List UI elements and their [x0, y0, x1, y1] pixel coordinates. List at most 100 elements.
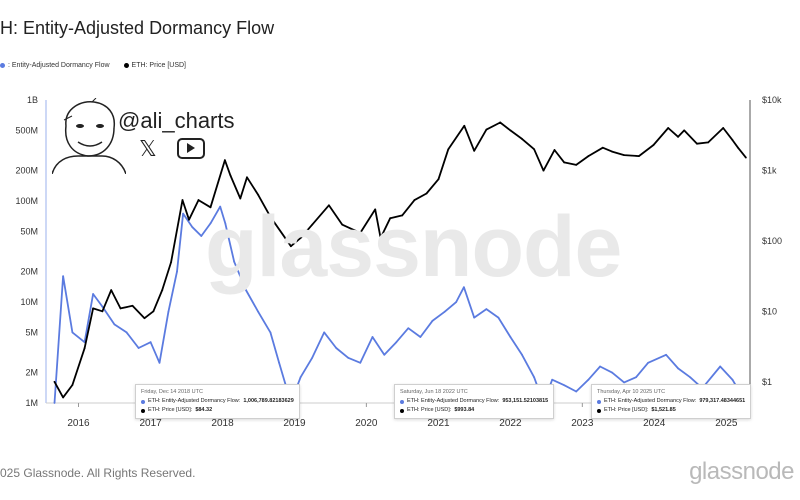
data-point-price: [389, 217, 392, 220]
data-point-dormancy: [149, 341, 152, 344]
data-point-dormancy: [125, 331, 128, 334]
data-point-price: [425, 192, 428, 195]
tooltip-value: $993.84: [454, 407, 475, 413]
legend-label-price: ETH: Price [USD]: [131, 62, 186, 69]
legend-item-price[interactable]: ETH: Price [USD]: [123, 62, 186, 69]
data-point-price: [119, 307, 122, 310]
data-point-dormancy: [509, 336, 512, 338]
data-point-price: [587, 155, 590, 157]
data-point-price: [101, 310, 104, 313]
data-point-dormancy: [635, 376, 638, 379]
data-point-price: [341, 223, 344, 226]
data-point-price: [563, 161, 566, 164]
data-point-dormancy: [311, 356, 314, 359]
legend-dot-price: [123, 63, 129, 68]
footer-copyright: 025 Glassnode. All Rights Reserved.: [0, 466, 196, 480]
y-left-tick-label: 50M: [20, 226, 38, 236]
data-point-dormancy: [665, 353, 667, 356]
data-point-price: [83, 347, 86, 350]
data-point-dormancy: [689, 376, 692, 379]
legend: : Entity-Adjusted Dormancy Flow ETH: Pri…: [0, 62, 186, 69]
data-point-price: [463, 124, 466, 127]
tooltip-value: $84.32: [195, 407, 213, 413]
data-point-dormancy: [359, 361, 362, 364]
data-point-price: [473, 149, 476, 152]
x-tick-label: 2017: [139, 418, 162, 429]
data-point-price: [637, 155, 640, 157]
data-point-dormancy: [647, 361, 650, 364]
x-tick-labels: 2016 2017 2018 2019 2020 2021 2022 2023 2024 2025: [67, 403, 738, 429]
data-point-dormancy: [473, 316, 476, 319]
data-point-dormancy: [92, 293, 94, 295]
y-left-tick-label: 2M: [25, 368, 38, 378]
data-point-price: [652, 144, 655, 146]
tooltip-label: ETH: Entity-Adjusted Dormancy Flow:: [407, 398, 500, 404]
data-point-dormancy: [113, 323, 116, 326]
data-point-price: [707, 141, 710, 144]
data-point-dormancy: [611, 371, 613, 374]
data-point-dormancy: [101, 305, 104, 308]
data-point-dormancy: [245, 289, 248, 292]
data-point-price: [246, 176, 248, 179]
x-tick-label: 2022: [499, 418, 522, 429]
data-point-price: [731, 139, 734, 141]
footer-logo: glassnode: [689, 458, 794, 485]
data-point-price: [722, 127, 725, 129]
data-point-price: [447, 148, 450, 151]
data-point-dormancy: [71, 331, 74, 334]
data-point-dormancy: [182, 212, 185, 215]
data-point-price: [299, 237, 302, 239]
data-point-dormancy: [347, 356, 350, 359]
x-tick-label: 2019: [283, 418, 306, 429]
data-point-price: [521, 138, 523, 140]
y-right-tick-label: $1k: [762, 165, 777, 175]
legend-dot-dormancy: [0, 63, 5, 68]
data-point-price: [485, 128, 488, 131]
data-point-price: [499, 121, 502, 124]
y-right-tick-label: $1: [762, 377, 772, 387]
data-point-dormancy: [299, 376, 302, 379]
data-point-price: [359, 231, 362, 234]
y-left-tick-label: 1M: [25, 398, 38, 408]
y-left-tick-label: 500M: [15, 125, 38, 135]
data-point-dormancy: [395, 341, 398, 344]
tooltip-date: Thursday, Apr 10 2025 UTC: [597, 389, 666, 395]
data-point-price: [401, 214, 404, 217]
legend-item-dormancy[interactable]: : Entity-Adjusted Dormancy Flow: [0, 62, 110, 69]
data-point-dormancy: [599, 365, 601, 368]
data-point-price: [161, 289, 164, 292]
data-point-dormancy: [587, 378, 590, 381]
tooltip-value: 953,151.52103815: [502, 398, 549, 404]
data-point-dormancy: [719, 365, 722, 368]
watermark-text: glassnode: [205, 199, 622, 295]
data-point-dormancy: [191, 226, 194, 229]
data-point-price: [239, 197, 242, 200]
data-point-dormancy: [533, 376, 535, 379]
data-point-price: [269, 215, 272, 218]
tooltip-value: 979,317.48344651: [699, 398, 746, 404]
data-point-price: [374, 208, 377, 211]
y-right-tick-label: $10: [762, 306, 777, 316]
tooltip-date: Friday, Dec 14 2018 UTC: [141, 389, 203, 395]
y-right-tick-labels: $1 $10 $100 $1k $10k: [762, 95, 782, 387]
data-point-price: [71, 384, 74, 386]
data-point-price: [181, 199, 184, 201]
data-point-dormancy: [551, 378, 554, 381]
data-point-dormancy: [137, 347, 140, 349]
tooltip-2025: Thursday, Apr 10 2025 UTC ETH: Entity-Ad…: [591, 384, 752, 419]
data-point-price: [744, 156, 747, 159]
data-point-price: [110, 289, 113, 292]
data-point-dormancy: [209, 222, 212, 225]
y-left-tick-label: 20M: [20, 267, 38, 277]
x-tick-label: 2020: [355, 418, 378, 429]
x-logo-icon[interactable]: 𝕏: [139, 136, 157, 161]
data-point-dormancy: [167, 310, 170, 313]
chart-title: H: Entity-Adjusted Dormancy Flow: [0, 18, 275, 38]
data-point-price: [509, 129, 512, 132]
x-tick-label: 2021: [427, 418, 450, 429]
tooltip-row-dormancy: ETH: Entity-Adjusted Dormancy Flow: 979,3…: [597, 397, 745, 406]
data-point-dormancy: [431, 319, 434, 322]
x-tick-label: 2025: [715, 418, 738, 429]
data-point-price: [437, 178, 440, 181]
youtube-icon[interactable]: [177, 138, 205, 159]
